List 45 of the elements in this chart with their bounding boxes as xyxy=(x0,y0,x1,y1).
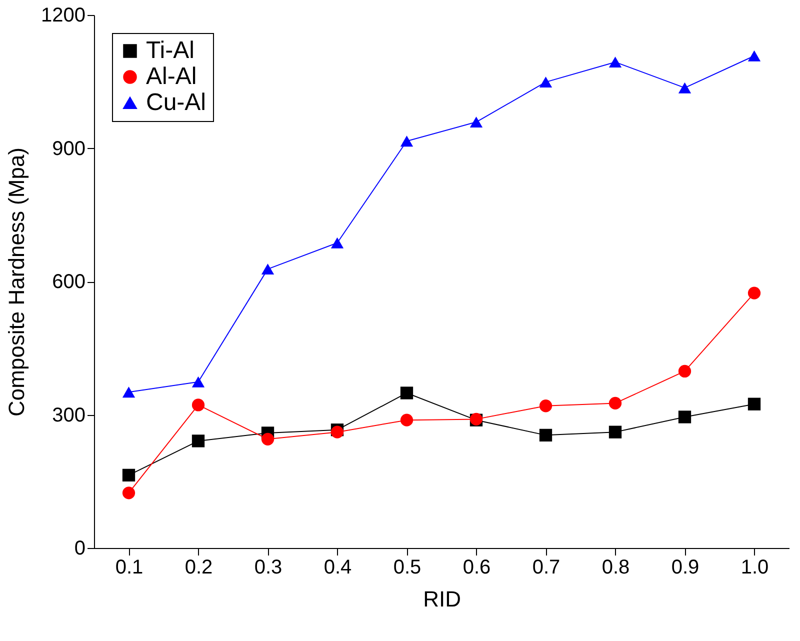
point xyxy=(192,434,205,448)
point xyxy=(192,376,205,388)
point xyxy=(400,414,414,426)
point xyxy=(678,410,692,424)
point xyxy=(678,82,692,94)
legend-label: Cu-Al xyxy=(146,89,206,116)
x-tick-label: 0.9 xyxy=(671,556,700,578)
x-tick-label: 0.3 xyxy=(254,556,282,578)
point xyxy=(748,398,761,410)
point xyxy=(261,264,274,275)
x-axis-title: RID xyxy=(423,586,461,612)
x-tick-label: 1.0 xyxy=(740,556,769,578)
point xyxy=(470,116,483,128)
point xyxy=(122,386,136,398)
point xyxy=(748,286,761,300)
y-axis-title: Composite Hardness (Mpa) xyxy=(4,148,30,416)
x-tick-label: 0.6 xyxy=(462,556,491,578)
y-tick-label: 300 xyxy=(52,404,86,426)
point xyxy=(261,432,274,446)
point xyxy=(748,50,761,62)
point xyxy=(330,237,344,248)
point xyxy=(539,76,552,88)
x-tick-label: 0.8 xyxy=(602,556,630,578)
x-tick-label: 0.7 xyxy=(532,556,560,578)
point xyxy=(539,428,552,442)
x-tick-label: 0.4 xyxy=(324,556,352,578)
point xyxy=(192,398,205,412)
y-tick-label: 600 xyxy=(52,271,86,293)
point xyxy=(678,364,692,378)
y-tick-label: 0 xyxy=(74,538,86,560)
legend-label: Al-Al xyxy=(146,63,197,90)
point xyxy=(122,486,136,500)
point xyxy=(608,396,622,410)
x-tick-label: 0.5 xyxy=(393,556,422,578)
y-tick-label: 1200 xyxy=(41,4,86,26)
x-tick-label: 0.1 xyxy=(115,556,144,578)
x-tick-label: 0.2 xyxy=(184,556,213,578)
point xyxy=(608,56,622,68)
y-tick-label: 900 xyxy=(52,138,86,160)
point xyxy=(539,400,552,412)
point xyxy=(400,386,414,400)
point xyxy=(122,468,136,482)
point xyxy=(608,426,622,438)
point xyxy=(400,136,414,147)
legend-label: Ti-Al xyxy=(146,37,194,64)
